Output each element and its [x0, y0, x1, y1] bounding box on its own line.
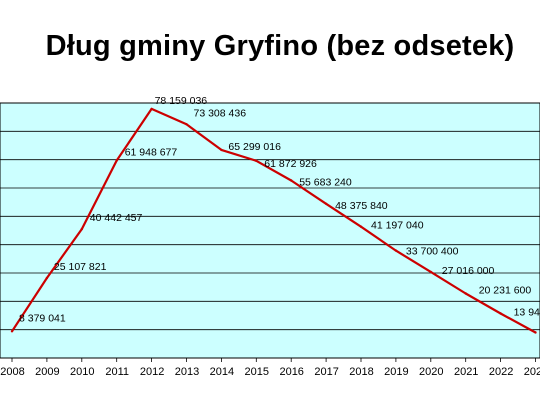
x-tick-label: 2017 — [314, 366, 338, 378]
data-point — [185, 123, 188, 126]
x-tick-label: 2014 — [210, 366, 234, 378]
data-label: 61 872 926 — [264, 158, 317, 170]
data-label: 40 442 457 — [90, 212, 143, 224]
x-tick-label: 2022 — [489, 366, 513, 378]
gridlines — [0, 130, 540, 331]
series-line-group — [10, 107, 537, 334]
x-tick-label: 2013 — [175, 366, 199, 378]
data-labels: 8 379 041 25 107 821 40 442 457 61 948 677 7… — [19, 95, 540, 324]
data-point — [255, 159, 258, 162]
data-label: 73 308 436 — [194, 107, 247, 119]
data-point — [324, 202, 328, 205]
data-label: 61 948 677 — [125, 147, 178, 159]
data-point — [115, 159, 118, 162]
x-tick-label: 2012 — [140, 366, 164, 378]
data-label: 27 016 000 — [442, 265, 495, 277]
data-label: 8 379 041 — [19, 312, 66, 324]
data-label: 41 197 040 — [371, 220, 424, 232]
x-tick-label: 2008 — [0, 366, 24, 378]
data-point — [534, 331, 537, 334]
x-tick-label: 2009 — [35, 366, 59, 378]
x-axis: 2008 2009 2010 2011 2012 2013 2014 2015 2016 2017… — [0, 358, 540, 378]
data-point — [359, 225, 363, 228]
x-tick-label: 2015 — [245, 366, 269, 378]
series-line — [11, 107, 537, 334]
data-label: 13 947 2 — [514, 307, 540, 319]
data-point — [394, 249, 398, 252]
data-point — [80, 227, 84, 231]
x-tick-label: 2010 — [70, 366, 94, 378]
data-point — [499, 312, 502, 315]
data-point — [290, 179, 293, 182]
data-label: 20 231 600 — [479, 285, 532, 297]
x-tick-label: 2020 — [419, 366, 443, 378]
x-tick-label: 2021 — [454, 366, 478, 378]
x-tick-label: 2011 — [105, 366, 129, 378]
data-point — [45, 276, 49, 280]
plot-area — [0, 102, 540, 359]
data-point — [429, 270, 432, 274]
data-label: 33 700 400 — [406, 246, 459, 258]
x-tick-label: 2018 — [349, 366, 373, 378]
x-tick-label: 2019 — [384, 366, 408, 378]
data-point — [220, 148, 223, 152]
x-tick-label: 2016 — [279, 366, 303, 378]
chart-title: Dług gminy Gryfino (bez odsetek) — [45, 30, 515, 62]
data-label: 25 107 821 — [54, 261, 107, 273]
data-point — [10, 330, 14, 333]
data-label: 78 159 036 — [155, 95, 208, 107]
data-label: 48 375 840 — [335, 200, 388, 212]
data-point — [464, 292, 467, 295]
data-point — [150, 107, 153, 111]
data-label: 65 299 016 — [228, 141, 281, 153]
data-label: 55 683 240 — [299, 177, 352, 189]
